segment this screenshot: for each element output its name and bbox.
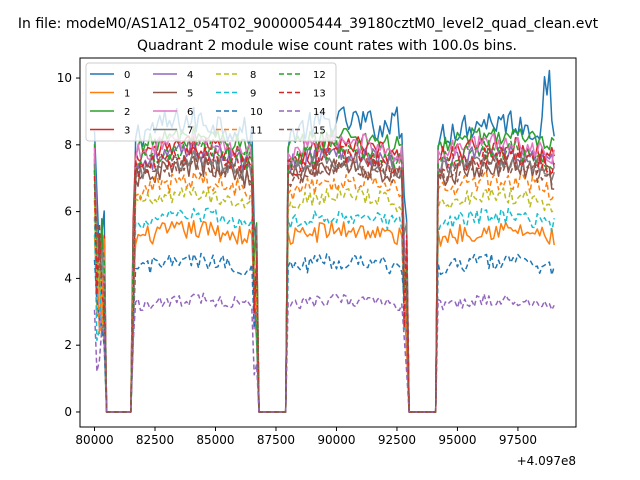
y-tick-label: 6	[64, 205, 72, 219]
legend-box	[85, 62, 337, 142]
chart-title: Quadrant 2 module wise count rates with …	[137, 38, 517, 54]
series-line-12	[93, 138, 555, 413]
series-line-11	[93, 170, 555, 413]
axes-frame	[79, 57, 577, 428]
legend-label-4: 4	[187, 70, 193, 81]
series-line-7	[93, 150, 555, 413]
x-tick-label: 90000	[317, 433, 355, 447]
legend-label-5: 5	[187, 89, 193, 100]
series-line-9	[93, 207, 555, 413]
x-tick-label: 85000	[196, 433, 234, 447]
legend-label-15: 15	[313, 126, 326, 137]
series-line-13	[93, 145, 555, 413]
legend-label-13: 13	[313, 89, 326, 100]
legend-label-0: 0	[124, 70, 130, 81]
tick-layer: 80000 82500 85000 87500 90000 92500 95000 97500…	[57, 71, 537, 447]
legend-label-3: 3	[124, 126, 130, 137]
legend-label-10: 10	[250, 107, 263, 118]
x-offset-label: +4.097e8	[517, 454, 576, 468]
x-tick-label: 92500	[378, 433, 416, 447]
series-line-14	[93, 292, 555, 413]
legend-label-14: 14	[313, 107, 326, 118]
series-line-1	[93, 219, 555, 413]
x-tick-label: 95000	[438, 433, 476, 447]
series-line-8	[93, 185, 555, 413]
legend-label-2: 2	[124, 107, 130, 118]
y-tick-label: 2	[64, 338, 72, 352]
legend-label-8: 8	[250, 70, 256, 81]
legend-label-11: 11	[250, 126, 263, 137]
chart-suptitle: In file: modeM0/AS1A12_054T02_9000005444…	[18, 16, 599, 32]
y-tick-label: 0	[64, 405, 72, 419]
series-line-10	[93, 252, 555, 413]
x-tick-label: 80000	[75, 433, 113, 447]
series-line-15	[93, 156, 555, 413]
legend-label-12: 12	[313, 70, 326, 81]
legend-label-7: 7	[187, 126, 193, 137]
y-tick-label: 10	[57, 71, 72, 85]
series-line-5	[93, 154, 555, 413]
legend-label-1: 1	[124, 89, 130, 100]
y-tick-label: 4	[64, 271, 72, 285]
y-tick-label: 8	[64, 138, 72, 152]
legend-label-6: 6	[187, 107, 193, 118]
x-tick-label: 97500	[499, 433, 537, 447]
x-tick-label: 82500	[136, 433, 174, 447]
legend-label-9: 9	[250, 89, 256, 100]
x-tick-label: 87500	[257, 433, 295, 447]
